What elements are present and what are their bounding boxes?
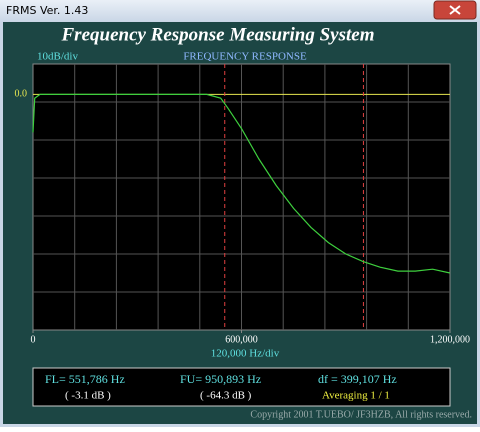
df-readout: df = 399,107 Hz bbox=[318, 372, 397, 386]
y-axis-label: 10dB/div bbox=[37, 51, 78, 63]
x-tick-label: 1,200,000 bbox=[430, 334, 470, 345]
averaging: Averaging 1 / 1 bbox=[322, 390, 390, 402]
app-title: Frequency Response Measuring System bbox=[61, 24, 375, 45]
close-icon bbox=[449, 5, 461, 15]
response-curve bbox=[32, 93, 451, 274]
x-tick-label: 600,000 bbox=[225, 334, 258, 345]
fu-db: ( -64.3 dB ) bbox=[200, 390, 252, 402]
fl-readout: FL= 551,786 Hz bbox=[45, 372, 125, 386]
fl-db: ( -3.1 dB ) bbox=[65, 390, 111, 402]
x-axis-label: 120,000 Hz/div bbox=[211, 348, 280, 360]
title-bar bbox=[0, 0, 480, 22]
readout-panel bbox=[32, 367, 451, 407]
window-title: FRMS Ver. 1.43 bbox=[6, 4, 88, 17]
x-tick-label: 0 bbox=[31, 334, 36, 345]
copyright: Copyright 2001 T.UEBO/ JF3HZB, All right… bbox=[250, 409, 472, 420]
fu-readout: FU= 950,893 Hz bbox=[180, 372, 261, 386]
chart-title: FREQUENCY RESPONSE bbox=[183, 51, 307, 63]
y-tick-label: 0.0 bbox=[15, 89, 28, 100]
